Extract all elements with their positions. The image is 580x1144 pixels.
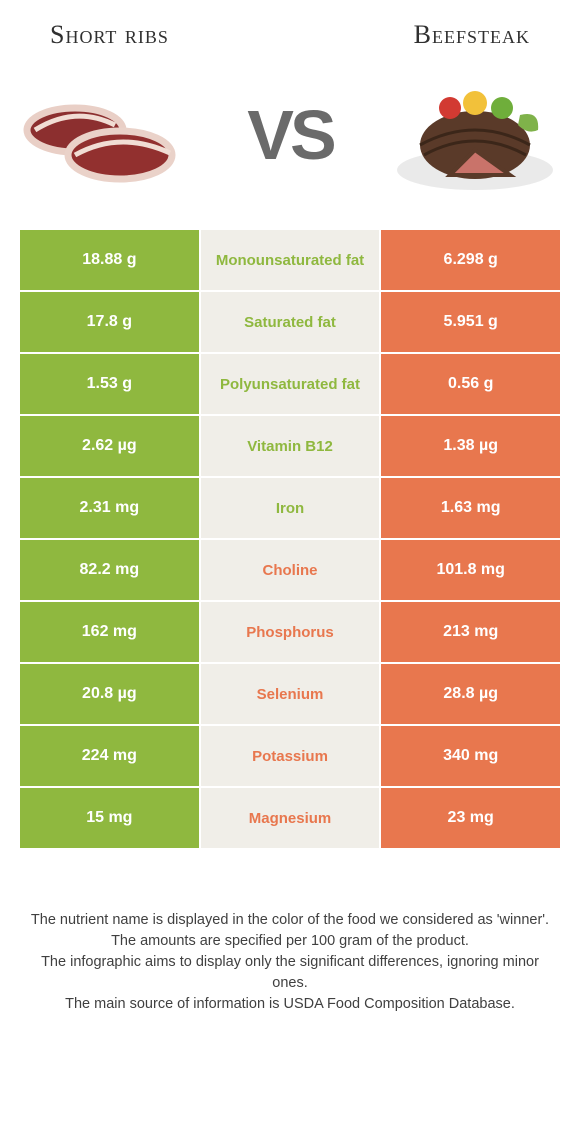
- nutrient-label: Polyunsaturated fat: [201, 354, 382, 414]
- value-right: 0.56 g: [381, 354, 560, 414]
- table-row: 17.8 gSaturated fat5.951 g: [20, 292, 560, 354]
- table-row: 20.8 µgSelenium28.8 µg: [20, 664, 560, 726]
- table-row: 1.53 gPolyunsaturated fat0.56 g: [20, 354, 560, 416]
- value-left: 15 mg: [20, 788, 201, 848]
- nutrient-label: Monounsaturated fat: [201, 230, 382, 290]
- value-right: 1.63 mg: [381, 478, 560, 538]
- nutrient-label: Saturated fat: [201, 292, 382, 352]
- value-left: 2.62 µg: [20, 416, 201, 476]
- comparison-table: 18.88 gMonounsaturated fat6.298 g17.8 gS…: [20, 230, 560, 850]
- value-right: 5.951 g: [381, 292, 560, 352]
- table-row: 2.62 µgVitamin B121.38 µg: [20, 416, 560, 478]
- value-right: 101.8 mg: [381, 540, 560, 600]
- value-left: 1.53 g: [20, 354, 201, 414]
- value-left: 82.2 mg: [20, 540, 201, 600]
- value-right: 1.38 µg: [381, 416, 560, 476]
- nutrient-label: Choline: [201, 540, 382, 600]
- table-row: 224 mgPotassium340 mg: [20, 726, 560, 788]
- value-right: 23 mg: [381, 788, 560, 848]
- nutrient-label: Iron: [201, 478, 382, 538]
- beefsteak-image: [390, 70, 560, 200]
- table-row: 82.2 mgCholine101.8 mg: [20, 540, 560, 602]
- nutrient-label: Magnesium: [201, 788, 382, 848]
- nutrient-label: Selenium: [201, 664, 382, 724]
- hero-row: VS: [0, 60, 580, 230]
- value-right: 28.8 µg: [381, 664, 560, 724]
- value-right: 6.298 g: [381, 230, 560, 290]
- nutrient-label: Vitamin B12: [201, 416, 382, 476]
- footer-line: The infographic aims to display only the…: [30, 952, 550, 994]
- value-left: 18.88 g: [20, 230, 201, 290]
- nutrient-label: Potassium: [201, 726, 382, 786]
- titles-bar: Short ribs Beefsteak: [0, 0, 580, 60]
- table-row: 162 mgPhosphorus213 mg: [20, 602, 560, 664]
- footer-line: The nutrient name is displayed in the co…: [30, 910, 550, 931]
- nutrient-label: Phosphorus: [201, 602, 382, 662]
- footer-line: The main source of information is USDA F…: [30, 994, 550, 1015]
- short-ribs-image: [20, 70, 190, 200]
- table-row: 18.88 gMonounsaturated fat6.298 g: [20, 230, 560, 292]
- table-row: 15 mgMagnesium23 mg: [20, 788, 560, 850]
- value-left: 17.8 g: [20, 292, 201, 352]
- value-left: 224 mg: [20, 726, 201, 786]
- table-row: 2.31 mgIron1.63 mg: [20, 478, 560, 540]
- value-right: 340 mg: [381, 726, 560, 786]
- value-left: 2.31 mg: [20, 478, 201, 538]
- footer-line: The amounts are specified per 100 gram o…: [30, 931, 550, 952]
- value-right: 213 mg: [381, 602, 560, 662]
- footer-notes: The nutrient name is displayed in the co…: [0, 850, 580, 1015]
- value-left: 162 mg: [20, 602, 201, 662]
- title-right: Beefsteak: [414, 20, 530, 50]
- vs-label: VS: [247, 95, 332, 175]
- value-left: 20.8 µg: [20, 664, 201, 724]
- title-left: Short ribs: [50, 20, 169, 50]
